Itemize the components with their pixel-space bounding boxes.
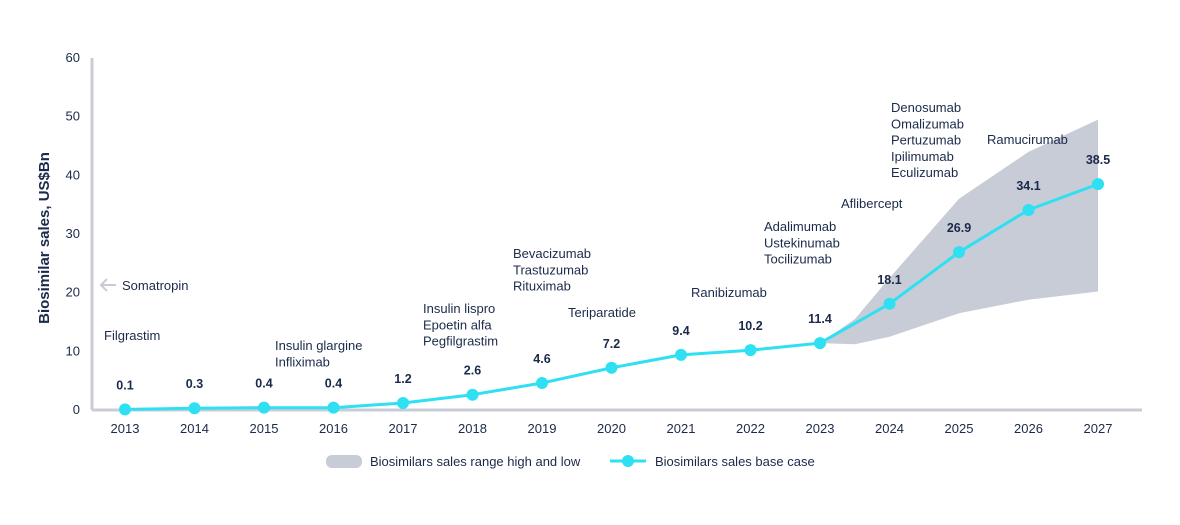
- data-label: 1.2: [394, 372, 411, 386]
- annotation-arrow-icon: [99, 278, 116, 292]
- axis-layer: 0 10 20 30 40 50 60 Biosimilar sales, US$Bn 2013…: [36, 50, 1142, 436]
- x-tick-label: 2017: [389, 421, 418, 436]
- annotation-text: Trastuzumab: [513, 262, 588, 277]
- annotation-text: Adalimumab: [764, 219, 836, 234]
- arrow-head: [99, 278, 108, 292]
- x-tick-label: 2014: [180, 421, 209, 436]
- x-tick-label: 2026: [1014, 421, 1043, 436]
- x-tick-label: 2016: [319, 421, 348, 436]
- data-point: [1022, 203, 1035, 216]
- data-label: 10.2: [738, 319, 762, 333]
- x-tick-label: 2023: [806, 421, 835, 436]
- annotation-text: Ipilimumab: [891, 149, 954, 164]
- annotation-text: Pegfilgrastim: [423, 334, 498, 349]
- annotation-text: Filgrastim: [104, 328, 160, 343]
- annotation-text: Epoetin alfa: [423, 317, 492, 332]
- data-point: [883, 297, 896, 310]
- data-label: 0.1: [116, 378, 133, 392]
- annotation-text: Aflibercept: [841, 196, 903, 211]
- data-point: [466, 388, 479, 401]
- y-axis-label: Biosimilar sales, US$Bn: [36, 152, 53, 324]
- x-tick-label: 2027: [1084, 421, 1113, 436]
- data-label: 2.6: [464, 364, 481, 378]
- y-tick-label: 10: [66, 343, 80, 358]
- data-point: [605, 361, 618, 374]
- annotation-text: Somatropin: [122, 278, 188, 293]
- data-point: [188, 402, 201, 415]
- annotation-text: Rituximab: [513, 279, 571, 294]
- x-tick-label: 2018: [458, 421, 487, 436]
- x-tick-label: 2013: [111, 421, 140, 436]
- x-tick-label: 2022: [736, 421, 765, 436]
- y-tick-label: 30: [66, 226, 80, 241]
- annotation-text: Eculizumab: [891, 165, 958, 180]
- data-point: [258, 401, 270, 414]
- annotation-text: Ranibizumab: [691, 285, 767, 300]
- data-point: [744, 344, 757, 357]
- y-tick-label: 40: [66, 167, 80, 182]
- data-label: 18.1: [877, 273, 901, 287]
- y-tick-label: 20: [66, 285, 80, 300]
- data-label: 4.6: [533, 352, 550, 366]
- data-label: 7.2: [603, 337, 620, 351]
- annotation-text: Insulin lispro: [423, 301, 495, 316]
- annotation-text: Denosumab: [891, 100, 961, 115]
- legend-range-label: Biosimilars sales range high and low: [370, 454, 581, 469]
- legend: Biosimilars sales range high and low Bios…: [326, 454, 815, 469]
- legend-line-label: Biosimilars sales base case: [655, 454, 815, 469]
- data-point: [536, 377, 548, 390]
- annotation-text: Ramucirumab: [987, 132, 1068, 147]
- x-tick-label: 2021: [667, 421, 696, 436]
- range-area: [820, 119, 1098, 345]
- data-point: [814, 337, 826, 350]
- x-tick-label: 2015: [250, 421, 279, 436]
- x-tick-label: 2024: [875, 421, 904, 436]
- data-label: 0.4: [255, 377, 272, 391]
- data-point: [119, 403, 131, 416]
- data-label: 34.1: [1016, 179, 1040, 193]
- annotation-text: Insulin glargine: [275, 338, 362, 353]
- annotation-text: Tocilizumab: [764, 252, 832, 267]
- annotation-text: Teriparatide: [568, 305, 636, 320]
- data-label: 0.4: [325, 377, 342, 391]
- y-tick-label: 0: [73, 402, 80, 417]
- annotation-text: Pertuzumab: [891, 133, 961, 148]
- x-tick-label: 2020: [597, 421, 626, 436]
- data-point: [327, 401, 340, 414]
- label-layer: 0.1 0.3 0.4 0.4 1.2 2.6 4.6 7.2 9.4 10.2 11.4 18.1 2…: [116, 153, 1110, 392]
- data-label: 9.4: [672, 324, 689, 338]
- data-label: 0.3: [186, 377, 203, 391]
- data-point: [1092, 178, 1104, 191]
- data-label: 11.4: [808, 312, 832, 326]
- annotation-text: Bevacizumab: [513, 246, 591, 261]
- x-tick-label: 2019: [528, 421, 557, 436]
- annotation-text: Omalizumab: [891, 116, 964, 131]
- annotation-text: Ustekinumab: [764, 235, 840, 250]
- legend-line-marker: [622, 455, 634, 467]
- data-point: [675, 348, 687, 361]
- data-point: [953, 246, 965, 259]
- line-layer: [119, 178, 1104, 416]
- range-layer: [820, 119, 1098, 345]
- data-label: 26.9: [947, 221, 971, 235]
- data-point: [397, 396, 409, 409]
- legend-range-swatch: [326, 455, 362, 468]
- annot-layer: Somatropin Filgrastim Insulin glargineInfl…: [99, 100, 1068, 369]
- x-tick-label: 2025: [945, 421, 974, 436]
- y-tick-label: 60: [66, 50, 80, 65]
- annotation-text: Infliximab: [275, 354, 330, 369]
- data-label: 38.5: [1086, 153, 1110, 167]
- y-tick-label: 50: [66, 109, 80, 124]
